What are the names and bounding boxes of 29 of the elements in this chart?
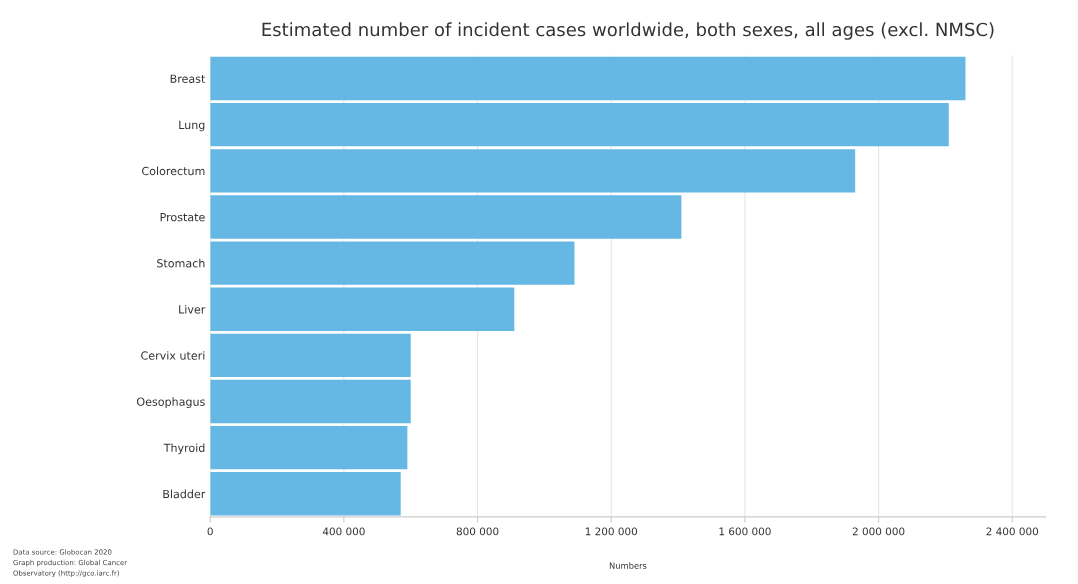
- y-tick-label: Liver: [179, 305, 206, 314]
- bar: [210, 379, 411, 424]
- bar: [210, 149, 856, 193]
- y-tick-label: Oesophagus: [137, 397, 205, 409]
- bar: [210, 56, 966, 101]
- bar: [210, 195, 682, 239]
- bar: [210, 333, 411, 378]
- x-tick-label: 2 400 000: [986, 527, 1039, 536]
- y-tick-label: Bladder: [163, 489, 206, 499]
- bar: [210, 472, 401, 516]
- chart-title: Estimated number of incident cases worldwide, both sexes, all ages (excl. NMSC): [262, 22, 994, 40]
- y-tick-label: Cervix uteri: [141, 351, 205, 360]
- x-tick-label: 400 000: [322, 527, 365, 536]
- bar: [210, 425, 408, 470]
- y-tick-label: Thyroid: [163, 443, 205, 455]
- bar: [210, 241, 575, 285]
- x-tick-label: 1 600 000: [719, 527, 771, 536]
- y-tick-label: Stomach: [157, 258, 205, 268]
- y-tick-label: Lung: [179, 120, 205, 132]
- bar: [210, 103, 949, 147]
- x-tick-label: 800 000: [456, 527, 499, 536]
- x-tick-label: 1 200 000: [585, 527, 638, 536]
- y-tick-label: Prostate: [160, 213, 205, 222]
- x-tick-label: 0: [207, 527, 213, 536]
- y-tick-label: Breast: [170, 74, 206, 83]
- bar: [210, 287, 515, 331]
- x-axis-title: Numbers: [609, 562, 647, 569]
- y-tick-label: Colorectum: [142, 166, 205, 176]
- x-tick-label: 2 000 000: [852, 527, 905, 536]
